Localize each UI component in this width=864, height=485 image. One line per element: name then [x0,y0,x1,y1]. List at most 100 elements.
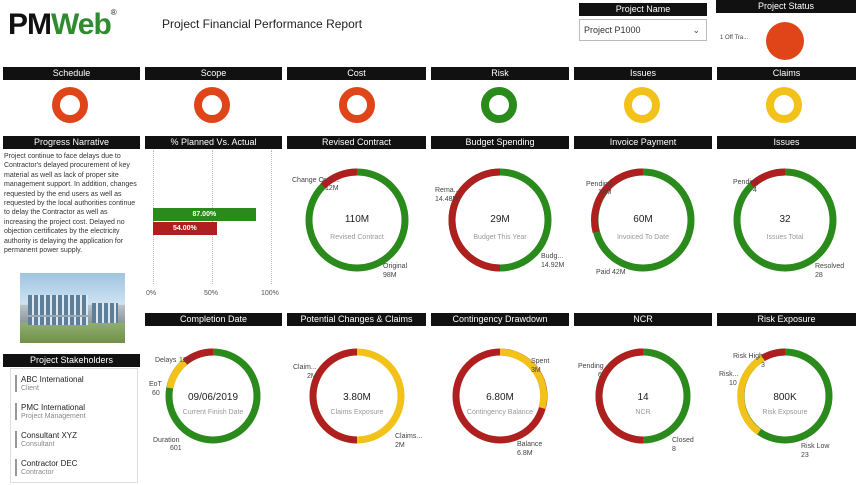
potential-changes-sub: Claims Exposure [331,409,384,416]
revised-contract-value-0: 12M [325,185,339,192]
kpi-title-schedule: Schedule [3,67,140,80]
ncr-label-1: Closed [672,437,694,444]
risk-exposure-label-0: Risk High [733,353,763,360]
completion-date-value-2: 601 [170,445,182,452]
issues-value: 32 [779,214,791,225]
revised-contract-value-1: 98M [383,272,397,279]
actual-bar: 54.00% [153,222,217,235]
project-status-indicator [766,22,804,60]
logo-registered-mark: ® [110,8,117,17]
contingency-value-0: 3M [531,367,541,374]
budget-spending-value-0: 14.48M [435,196,459,203]
budget-spending-sub: Budget This Year [473,234,527,241]
completion-date-label-0: Delays [155,357,177,364]
stakeholder-item: Consultant XYZ Consultant [15,431,133,448]
stakeholder-item: ABC International Client [15,375,133,392]
revised-contract-label-1: Original [383,263,408,270]
budget-spending-value-1: 14.92M [541,262,565,269]
completion-date-donut: 09/06/2019 Current Finish Date Delays 12… [149,348,261,452]
invoice-payment-donut: 60M Invoiced To Date Pending 18M Paid 42… [586,168,695,276]
stakeholder-role: Client [21,385,39,392]
revised-contract-value: 110M [345,214,369,225]
budget-spending-label-0: Rema... [435,187,460,194]
axis-tick-0: 0% [146,290,157,297]
completion-date-value-1: 60 [152,390,160,397]
completion-date-sub: Current Finish Date [183,409,244,416]
kpi-ring-issues [624,87,660,123]
invoice-payment-label-0: Pending [586,181,612,188]
issues-sub: Issues Total [767,234,804,241]
axis-tick-100: 100% [261,290,279,297]
issues-label-1: Resolved [815,263,844,270]
issues-title: Issues [717,136,856,149]
issues-label-0: Pending [733,179,759,186]
risk-exposure-value: 800K [773,392,797,403]
kpi-ring-schedule [52,87,88,123]
completion-date-label-1: EoT [149,381,163,388]
axis-tick-50: 50% [204,290,219,297]
completion-date-title: Completion Date [145,313,282,326]
stakeholders-title: Project Stakeholders [3,354,140,367]
stakeholder-name: ABC International [21,375,84,384]
chevron-down-icon[interactable]: ⌄ [692,25,700,35]
potential-changes-donut: 3.80M Claims Exposure Claim... 2M Claims… [293,348,422,449]
invoice-payment-value: 60M [633,214,652,225]
risk-exposure-label-2: Risk Low [801,443,830,450]
revised-contract-title: Revised Contract [287,136,426,149]
report-title: Project Financial Performance Report [162,17,363,31]
contingency-value: 6.80M [486,392,514,403]
ncr-sub: NCR [635,409,650,416]
issues-value-1: 28 [815,272,823,279]
contingency-sub: Contingency Balance [467,409,533,416]
risk-exposure-value-0: 3 [761,362,765,369]
ncr-value: 14 [637,392,649,403]
risk-exposure-title: Risk Exposure [717,313,856,326]
ncr-value-0: 6 [598,372,602,379]
project-name-label: Project Name [579,3,707,16]
stakeholder-name: PMC International [21,403,86,412]
contingency-title: Contingency Drawdown [431,313,569,326]
ncr-label-0: Pending [578,363,604,370]
progress-narrative-title: Progress Narrative [3,136,140,149]
invoice-payment-label-1: Paid [596,269,610,276]
risk-exposure-donut: 800K Risk Expsoure Risk High 3 Risk... 1… [719,348,833,459]
kpi-title-risk: Risk [431,67,569,80]
project-status-text: 1 Off Tra... [720,35,749,41]
ncr-donut: 14 NCR Pending 6 Closed 8 [578,348,694,453]
stakeholder-role: Project Management [21,413,86,420]
project-name-dropdown[interactable]: Project P1000 ⌄ [579,19,707,41]
kpi-ring-placeholder [194,87,230,123]
project-name-value: Project P1000 [584,25,641,35]
completion-date-value-0: 120 [179,357,191,364]
stakeholder-item: PMC International Project Management [15,403,133,420]
potential-changes-value-1: 2M [395,442,405,449]
kpi-title-cost: Cost [287,67,426,80]
project-building-image [20,273,125,343]
kpi-ring-cost [339,87,375,123]
budget-spending-donut: 29M Budget This Year Rema... 14.48M Budg… [435,168,565,272]
completion-date-value: 09/06/2019 [188,392,238,403]
stakeholder-role: Consultant [21,441,55,448]
kpi-ring-claims [766,87,802,123]
revised-contract-donut: 110M Revised Contract Change Orde... 12M… [292,168,409,279]
planned-vs-actual-title: % Planned Vs. Actual [145,136,282,149]
contingency-value-1: 6.8M [517,450,533,457]
risk-exposure-label-1: Risk... [719,371,739,378]
logo-text-pm: PM [8,8,52,41]
invoice-payment-title: Invoice Payment [574,136,712,149]
contingency-label-1: Balance [517,441,542,448]
stakeholder-role: Contractor [21,469,54,476]
planned-bar: 87.00% [153,208,256,221]
potential-changes-label-0: Claim... [293,364,317,371]
stakeholders-list: ABC International Client PMC Internation… [10,368,138,483]
kpi-ring-risk [481,87,517,123]
risk-exposure-value-2: 23 [801,452,809,459]
stakeholder-name: Contractor DEC [21,459,78,468]
potential-changes-value-0: 2M [307,373,317,380]
contingency-donut: 6.80M Contingency Balance Spent 3M Balan… [452,348,549,457]
potential-changes-title: Potential Changes & Claims [287,313,426,326]
risk-exposure-sub: Risk Expsoure [762,409,807,416]
kpi-title-issues: Issues [574,67,712,80]
budget-spending-label-1: Budg... [541,253,563,260]
revised-contract-sub: Revised Contract [330,234,384,241]
